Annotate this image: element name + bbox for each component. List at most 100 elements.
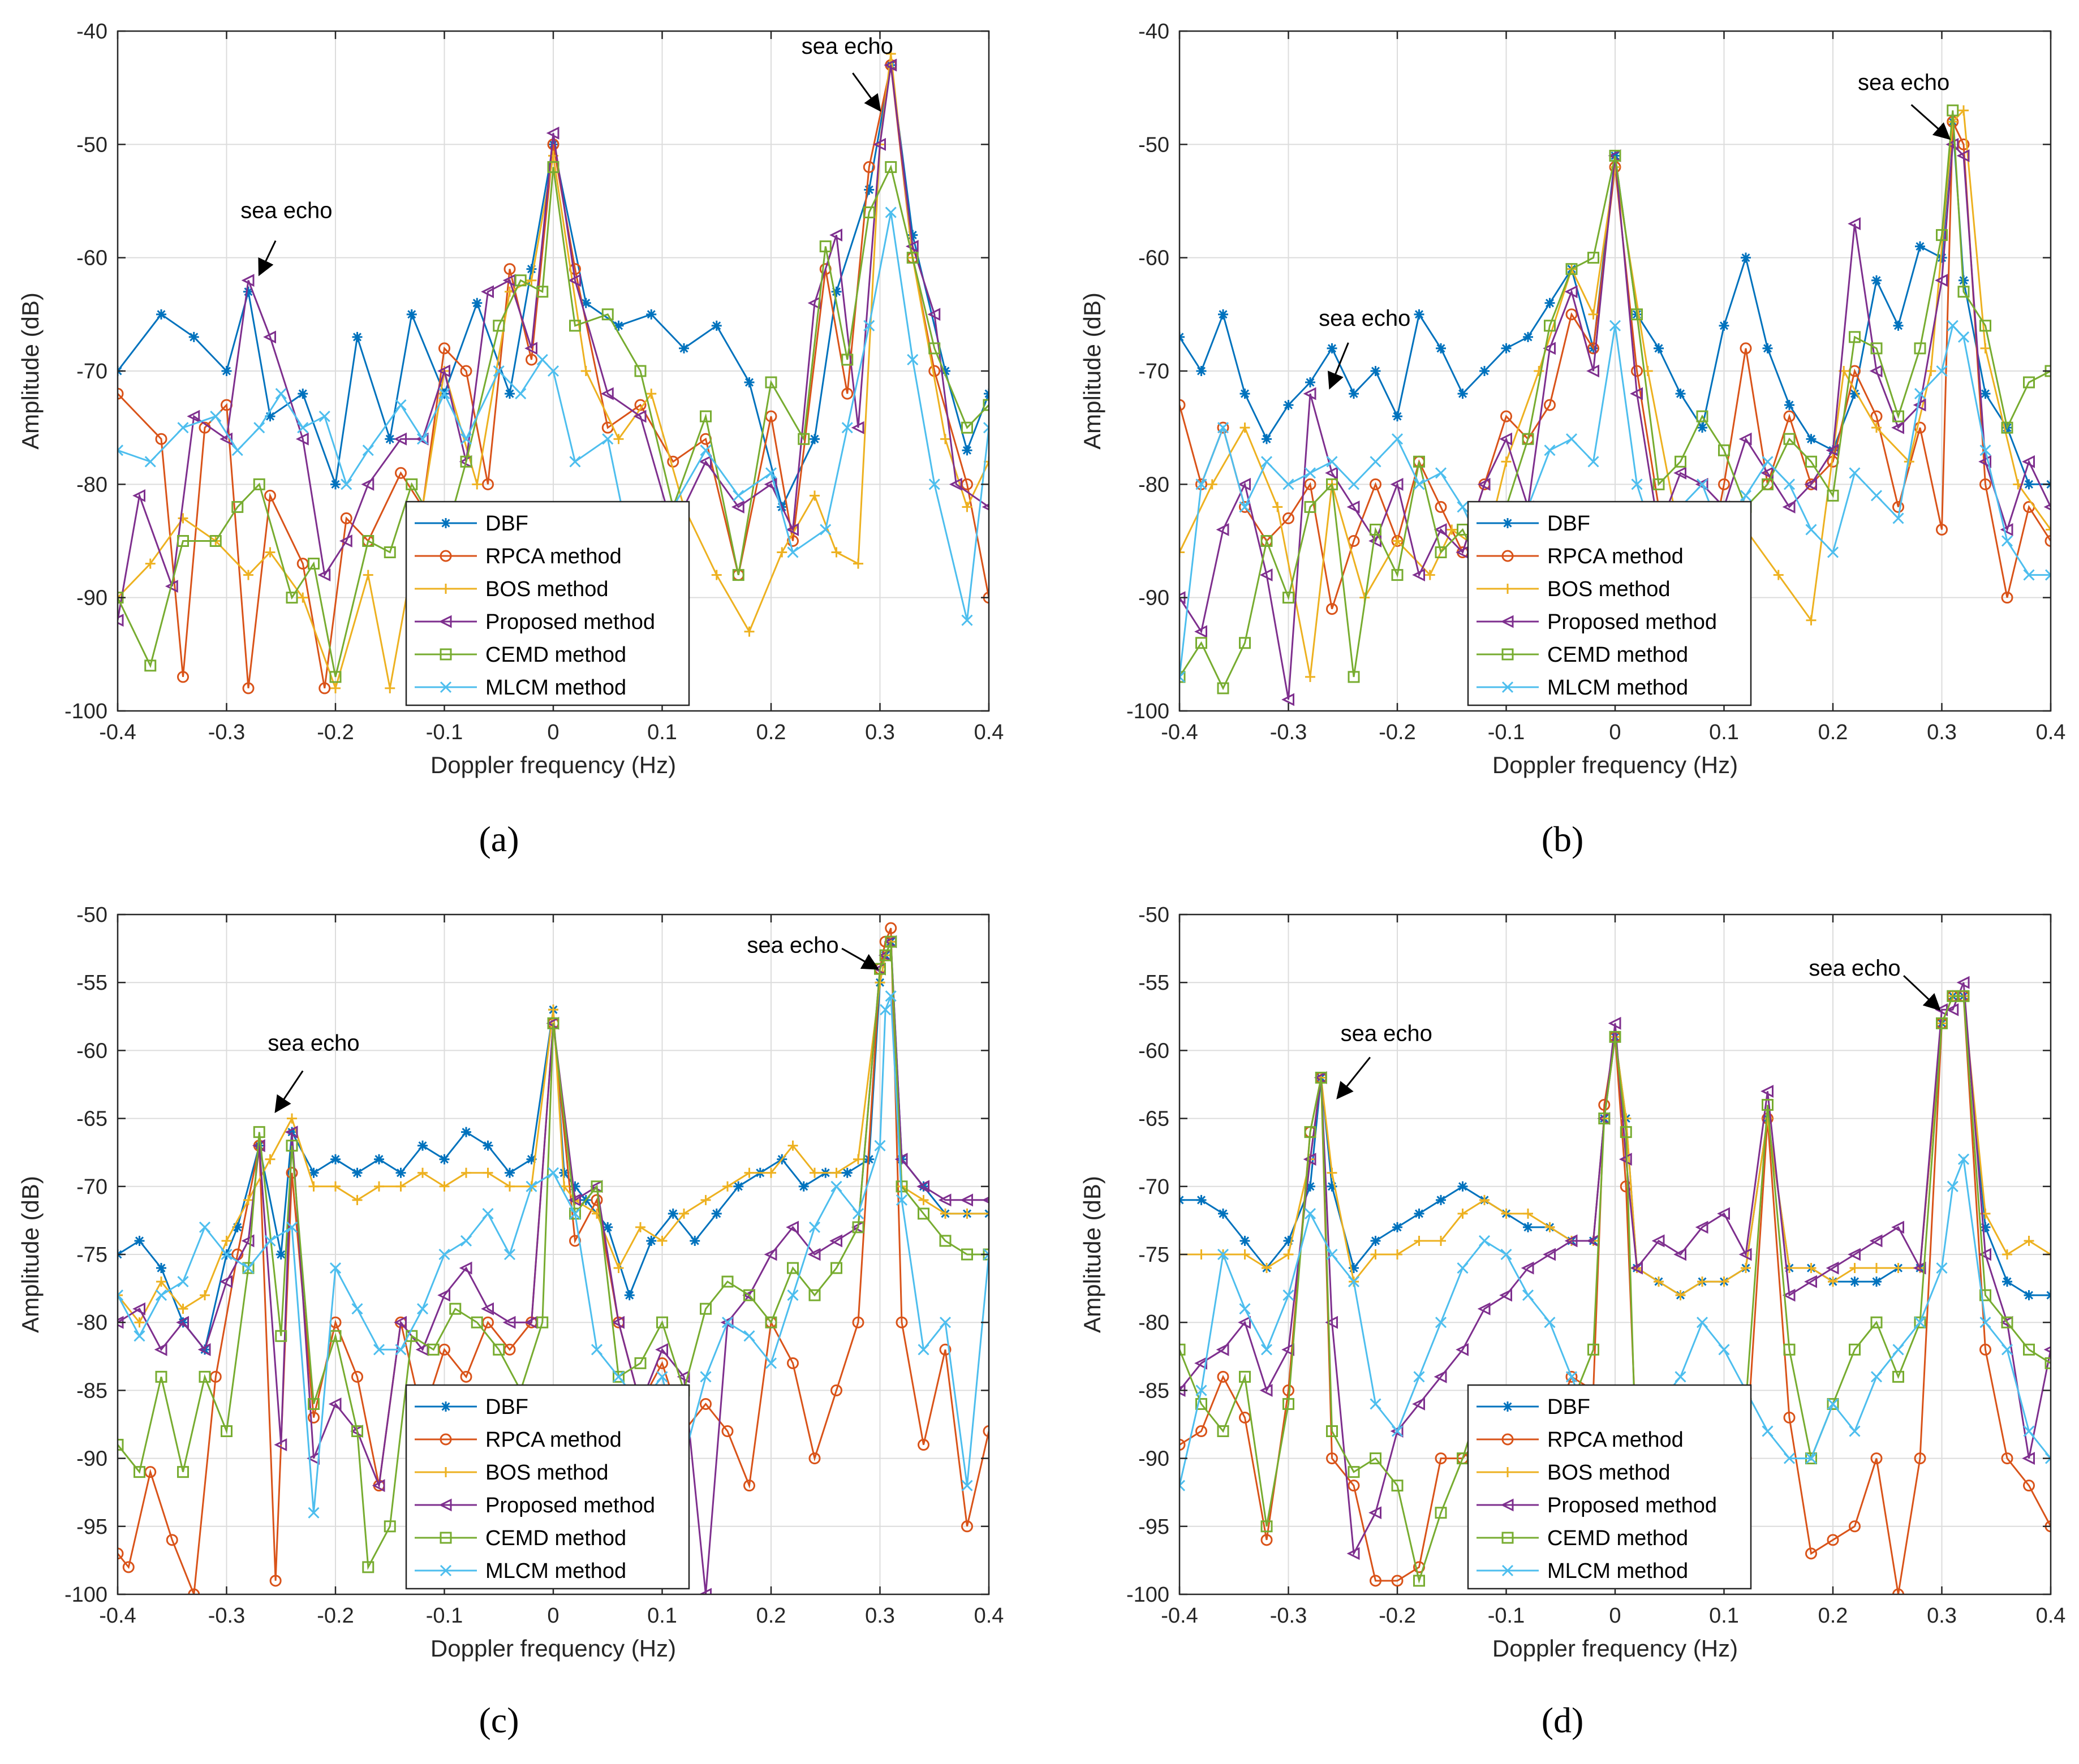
- y-tick-label: -75: [76, 1243, 107, 1267]
- data-point: [1238, 477, 1251, 491]
- data-point: [743, 1480, 755, 1492]
- data-point: [1195, 1398, 1207, 1410]
- data-point: [1587, 1343, 1599, 1356]
- data-point: [1849, 331, 1861, 343]
- data-point: [896, 1194, 908, 1206]
- data-point: [1325, 466, 1338, 480]
- data-point: [118, 1547, 124, 1560]
- data-point: [1782, 500, 1796, 514]
- data-point: [787, 1262, 799, 1274]
- data-point: [711, 320, 722, 331]
- panel-caption: (a): [479, 819, 519, 859]
- series-cemd-method: [118, 161, 989, 683]
- data-point: [2024, 479, 2034, 490]
- data-point: [1828, 1276, 1838, 1287]
- legend-marker: [1501, 1433, 1514, 1446]
- data-point: [385, 683, 395, 693]
- data-point: [830, 1384, 842, 1396]
- data-point: [939, 1343, 952, 1356]
- data-point: [743, 1289, 755, 1301]
- data-point: [1391, 433, 1404, 445]
- data-point: [1479, 366, 1490, 376]
- data-point: [493, 1343, 505, 1356]
- y-tick-label: -95: [1138, 1515, 1169, 1539]
- data-point: [395, 1344, 407, 1356]
- legend-entry: CEMD method: [1547, 1526, 1688, 1550]
- data-point: [1521, 1261, 1534, 1275]
- data-point: [118, 1439, 124, 1451]
- series-cemd-method: [1180, 104, 2051, 695]
- data-point: [536, 1316, 549, 1329]
- data-point: [1436, 343, 1446, 353]
- data-point: [918, 1194, 929, 1205]
- data-point: [1348, 1466, 1360, 1478]
- data-point: [1718, 1344, 1730, 1356]
- data-point: [863, 320, 875, 331]
- data-point: [1414, 1235, 1424, 1246]
- data-point: [417, 1140, 428, 1151]
- data-point: [536, 286, 549, 298]
- annotation-label: sea echo: [1319, 306, 1410, 331]
- data-point: [1914, 1317, 1926, 1329]
- data-point: [1370, 456, 1381, 468]
- data-point: [1348, 478, 1360, 490]
- data-point: [515, 388, 527, 400]
- data-point: [1325, 1316, 1338, 1329]
- data-point: [1979, 1317, 1991, 1329]
- data-point: [154, 1343, 167, 1356]
- data-point: [1892, 512, 1904, 524]
- data-point: [1390, 1425, 1404, 1438]
- y-tick-label: -90: [76, 586, 107, 610]
- data-point: [1501, 1208, 1512, 1219]
- data-point: [1979, 478, 1991, 490]
- series-mlcm-method: [118, 990, 989, 1519]
- legend-entry: CEMD method: [485, 643, 626, 667]
- data-point: [841, 387, 854, 400]
- data-point: [1195, 637, 1207, 649]
- data-point: [1303, 387, 1316, 400]
- data-point: [612, 1316, 625, 1329]
- data-point: [1260, 1520, 1273, 1533]
- data-point: [118, 1290, 123, 1301]
- data-point: [841, 353, 854, 366]
- data-point: [2000, 523, 2013, 536]
- data-point: [187, 409, 200, 423]
- data-point: [798, 433, 810, 445]
- data-point: [362, 1561, 375, 1573]
- data-point: [1391, 569, 1404, 581]
- data-point: [646, 1235, 657, 1246]
- data-point: [1936, 229, 1948, 241]
- data-point: [275, 388, 287, 400]
- data-point: [156, 1276, 166, 1287]
- data-point: [524, 342, 537, 355]
- x-tick-label: 0.4: [974, 721, 1004, 744]
- data-point: [318, 682, 331, 695]
- y-tick-label: -60: [76, 247, 107, 270]
- data-point: [1239, 1249, 1250, 1260]
- y-tick-label: -100: [1126, 1583, 1169, 1607]
- data-point: [1598, 1099, 1611, 1111]
- data-point: [721, 1317, 734, 1329]
- data-point: [842, 1167, 853, 1178]
- data-point: [188, 1588, 200, 1594]
- data-point: [1892, 1588, 1904, 1594]
- data-point: [918, 1344, 929, 1356]
- data-point: [885, 935, 897, 948]
- data-point: [1870, 1316, 1883, 1329]
- data-point: [1523, 1208, 1533, 1219]
- data-point: [547, 1017, 559, 1029]
- data-point: [177, 535, 189, 547]
- data-point: [613, 1370, 625, 1383]
- data-point: [634, 1357, 647, 1369]
- data-point: [482, 478, 494, 490]
- data-point: [602, 433, 614, 445]
- y-tick-label: -90: [1138, 586, 1169, 610]
- data-point: [118, 614, 124, 627]
- data-point: [896, 1316, 908, 1329]
- legend-marker: [1500, 615, 1514, 628]
- legend: DBF RPCA method BOS method Proposed method C…: [405, 501, 690, 706]
- data-point: [1424, 570, 1435, 580]
- data-point: [1783, 1452, 1796, 1464]
- data-point: [1609, 149, 1621, 162]
- data-point: [983, 399, 989, 411]
